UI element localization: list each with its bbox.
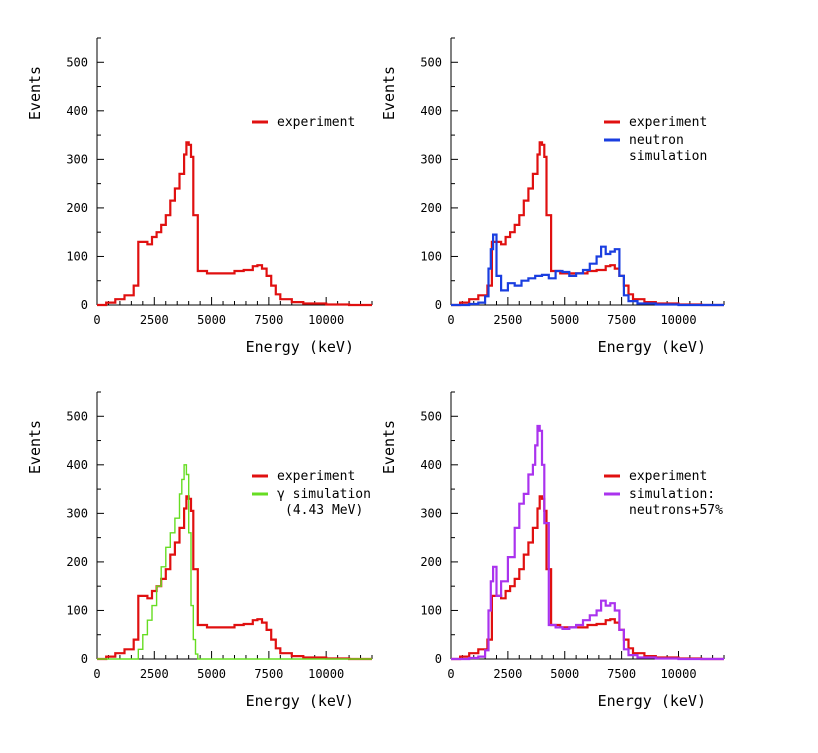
y-tick-label: 0 [435,298,442,312]
x-tick-label: 10000 [660,667,696,681]
x-tick-label: 10000 [660,313,696,327]
x-tick-label: 0 [93,313,100,327]
y-tick-label: 100 [66,249,88,263]
legend-label: γ simulation [277,487,371,502]
legend-label: experiment [629,469,707,484]
legend-label: experiment [277,115,355,130]
y-tick-label: 200 [66,201,88,215]
series-line-1 [97,141,372,307]
legend-label: neutrons+57% [629,503,723,518]
x-tick-label: 2500 [493,313,522,327]
y-tick-label: 500 [66,55,88,69]
y-axis-label: Events [380,66,398,120]
x-tick-label: 0 [447,313,454,327]
x-tick-label: 7500 [254,313,283,327]
y-axis-label: Events [26,66,44,120]
series-line-2 [451,424,724,661]
series-line-1 [97,495,372,661]
legend-label: neutron [629,133,684,148]
x-axis-label: Energy (keV) [598,338,706,356]
y-tick-label: 300 [66,506,88,520]
x-tick-label: 5000 [197,313,226,327]
series-line-1 [451,495,724,661]
series-line-2 [97,464,372,660]
y-tick-label: 400 [420,458,442,472]
y-tick-label: 200 [66,555,88,569]
x-tick-label: 2500 [140,313,169,327]
legend-label: simulation: [629,487,715,502]
y-tick-label: 0 [81,652,88,666]
y-axis-label: Events [380,420,398,474]
x-tick-label: 0 [447,667,454,681]
y-tick-label: 300 [420,506,442,520]
y-tick-label: 400 [420,104,442,118]
y-tick-label: 400 [66,104,88,118]
y-tick-label: 200 [420,201,442,215]
y-tick-label: 100 [66,603,88,617]
y-tick-label: 200 [420,555,442,569]
x-tick-label: 10000 [308,667,344,681]
series-line-2 [451,233,724,307]
y-axis-label: Events [26,420,44,474]
y-tick-label: 100 [420,603,442,617]
x-tick-label: 2500 [493,667,522,681]
legend-label: simulation [629,149,707,164]
y-tick-label: 0 [81,298,88,312]
x-tick-label: 7500 [254,667,283,681]
y-tick-label: 100 [420,249,442,263]
y-tick-label: 400 [66,458,88,472]
x-tick-label: 5000 [550,313,579,327]
x-tick-label: 2500 [140,667,169,681]
y-tick-label: 300 [66,152,88,166]
x-tick-label: 0 [93,667,100,681]
y-tick-label: 300 [420,152,442,166]
x-tick-label: 5000 [197,667,226,681]
legend-label: experiment [629,115,707,130]
y-tick-label: 500 [420,409,442,423]
x-axis-label: Energy (keV) [246,692,354,710]
y-tick-label: 500 [66,409,88,423]
y-tick-label: 0 [435,652,442,666]
x-axis-label: Energy (keV) [598,692,706,710]
y-tick-label: 500 [420,55,442,69]
x-tick-label: 7500 [607,667,636,681]
series-line-1 [451,141,724,307]
x-tick-label: 10000 [308,313,344,327]
legend-label: (4.43 MeV) [285,503,363,518]
legend-label: experiment [277,469,355,484]
x-axis-label: Energy (keV) [246,338,354,356]
x-tick-label: 5000 [550,667,579,681]
x-tick-label: 7500 [607,313,636,327]
